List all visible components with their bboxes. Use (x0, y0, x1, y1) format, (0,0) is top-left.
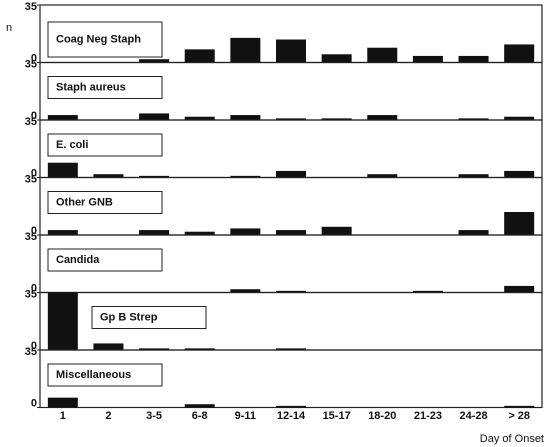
bar (458, 118, 489, 120)
bar (184, 49, 215, 63)
x-tick-label: 18-20 (368, 410, 396, 422)
legend-label: Staph aureus (56, 81, 126, 93)
bar (276, 39, 306, 63)
bar (504, 405, 535, 408)
y-tick-label: 0 (31, 397, 37, 409)
bar (504, 44, 535, 63)
x-tick-label: 9-11 (235, 410, 256, 422)
bar (321, 226, 352, 235)
bar (47, 397, 78, 408)
y-tick-label: 0 (31, 167, 37, 179)
bar (230, 37, 261, 63)
x-tick-label: 24-28 (459, 410, 487, 422)
bar (184, 404, 215, 408)
x-tick-label: > 28 (508, 410, 530, 422)
legend-label: Miscellaneous (56, 369, 131, 381)
bar (184, 116, 215, 120)
bar (139, 175, 170, 178)
bar (367, 47, 398, 63)
legend-label: Coag Neg Staph (56, 33, 141, 45)
bar (458, 55, 489, 63)
bar (458, 174, 489, 178)
bar (47, 162, 78, 178)
bar (276, 118, 306, 120)
bar (47, 230, 78, 235)
y-tick-label: 0 (31, 225, 37, 237)
legend-label: Gp B Strep (100, 311, 158, 323)
bar (504, 212, 535, 235)
bar (321, 54, 352, 63)
y-tick-label: 0 (31, 52, 37, 64)
bar (230, 289, 261, 293)
y-tick-label: 0 (31, 282, 37, 294)
x-tick-label: 21-23 (414, 410, 442, 422)
x-tick-label: 6-8 (192, 410, 208, 422)
bar (230, 228, 261, 235)
x-tick-label: 15-17 (323, 410, 351, 422)
x-tick-label: 3-5 (146, 410, 162, 422)
bar (139, 348, 170, 350)
y-tick-label: 35 (25, 58, 37, 70)
bar (139, 230, 170, 235)
y-axis-label: n (6, 22, 12, 34)
bar (504, 116, 535, 120)
bar (412, 55, 443, 63)
y-tick-label: 0 (31, 340, 37, 352)
y-tick-label: 35 (25, 116, 37, 128)
x-tick-label: 2 (105, 410, 111, 422)
panel-label-box (47, 21, 163, 58)
bar (93, 343, 124, 350)
x-axis-label: Day of Onset (480, 433, 544, 445)
y-tick-label: 35 (25, 346, 37, 358)
y-tick-label: 35 (25, 288, 37, 300)
x-tick-label: 12-14 (277, 410, 306, 422)
bar (504, 170, 535, 178)
bar (230, 175, 261, 178)
panel-label-box (47, 133, 163, 157)
bar (276, 230, 306, 235)
legend-label: Other GNB (56, 196, 113, 208)
panel-label-box (47, 363, 163, 387)
x-tick-label: 1 (60, 410, 66, 422)
bar (412, 290, 443, 293)
bar (276, 290, 306, 293)
bar (276, 405, 306, 408)
bar (458, 230, 489, 235)
bar (276, 348, 306, 350)
bar (184, 348, 215, 350)
bar (367, 174, 398, 178)
bar (504, 285, 535, 293)
y-tick-label: 0 (31, 110, 37, 122)
y-tick-label: 35 (25, 173, 37, 185)
panel-label-box (47, 248, 163, 272)
bar (139, 113, 170, 120)
legend-label: E. coli (56, 139, 88, 151)
panel-label-box (47, 191, 163, 214)
panel-label-box (91, 306, 207, 329)
y-tick-label: 35 (25, 1, 37, 13)
bar (321, 118, 352, 120)
panel-label-box (47, 76, 163, 99)
bar (139, 59, 170, 63)
legend-label: Candida (56, 254, 100, 266)
bar (47, 292, 78, 350)
y-tick-label: 35 (25, 231, 37, 243)
bar (184, 231, 215, 235)
bar (47, 115, 78, 120)
bar (230, 115, 261, 120)
bar (367, 115, 398, 120)
bar (93, 174, 124, 178)
bar (276, 170, 306, 178)
